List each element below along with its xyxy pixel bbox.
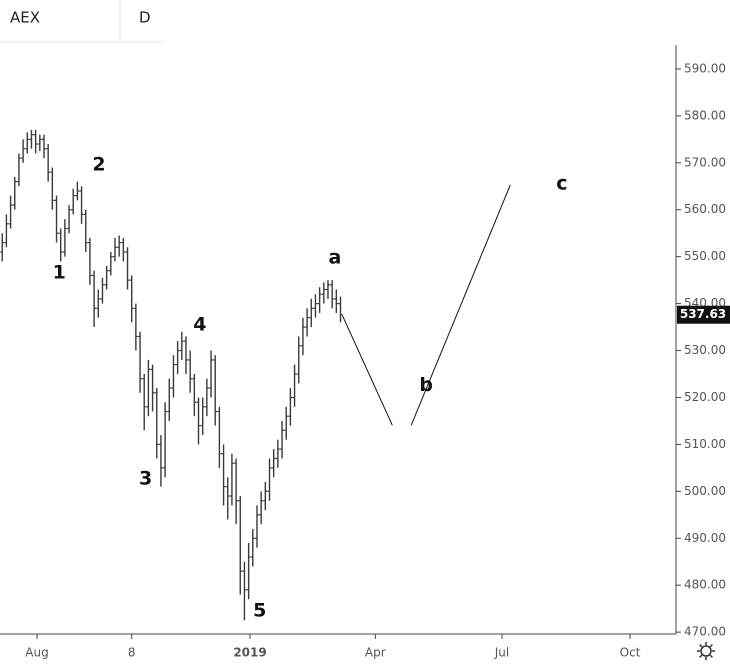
wave-label: 5 xyxy=(253,600,266,622)
symbol[interactable]: AEX xyxy=(10,9,40,27)
header xyxy=(0,0,162,42)
wave-projection xyxy=(341,315,393,426)
wave-label: a xyxy=(329,247,342,269)
wave-label: 4 xyxy=(193,314,206,336)
wave-label: 3 xyxy=(139,468,152,490)
y-tick-label: 520.00 xyxy=(684,390,726,404)
x-tick-label: Jul xyxy=(494,646,509,660)
y-tick-label: 560.00 xyxy=(684,202,726,216)
gear-teeth xyxy=(697,642,715,660)
y-tick-label: 470.00 xyxy=(684,625,726,639)
wave-label: 2 xyxy=(92,154,105,176)
y-tick-label: 580.00 xyxy=(684,108,726,122)
y-tick-label: 570.00 xyxy=(684,155,726,169)
gear-ring xyxy=(700,645,712,657)
y-tick-label: 550.00 xyxy=(684,249,726,263)
settings-icon[interactable] xyxy=(697,642,715,660)
y-tick-label: 490.00 xyxy=(684,531,726,545)
y-tick-label: 530.00 xyxy=(684,343,726,357)
x-tick-label: Oct xyxy=(620,646,641,660)
x-tick-label: 8 xyxy=(128,646,136,660)
interval[interactable]: D xyxy=(139,9,151,27)
last-price-tag xyxy=(677,305,730,324)
x-tick-label: Apr xyxy=(365,646,386,660)
last-price-label: 537.63 xyxy=(680,307,726,321)
wave-label: 1 xyxy=(53,262,66,284)
y-tick-label: 510.00 xyxy=(684,437,726,451)
x-tick-label: 2019 xyxy=(233,646,266,660)
wave-label: b xyxy=(419,374,433,396)
y-tick-label: 590.00 xyxy=(684,61,726,75)
wave-label: c xyxy=(556,172,567,194)
x-tick-label: Aug xyxy=(25,646,48,660)
wave-projection xyxy=(410,184,511,426)
y-tick-label: 480.00 xyxy=(684,578,726,592)
y-tick-label: 500.00 xyxy=(684,484,726,498)
